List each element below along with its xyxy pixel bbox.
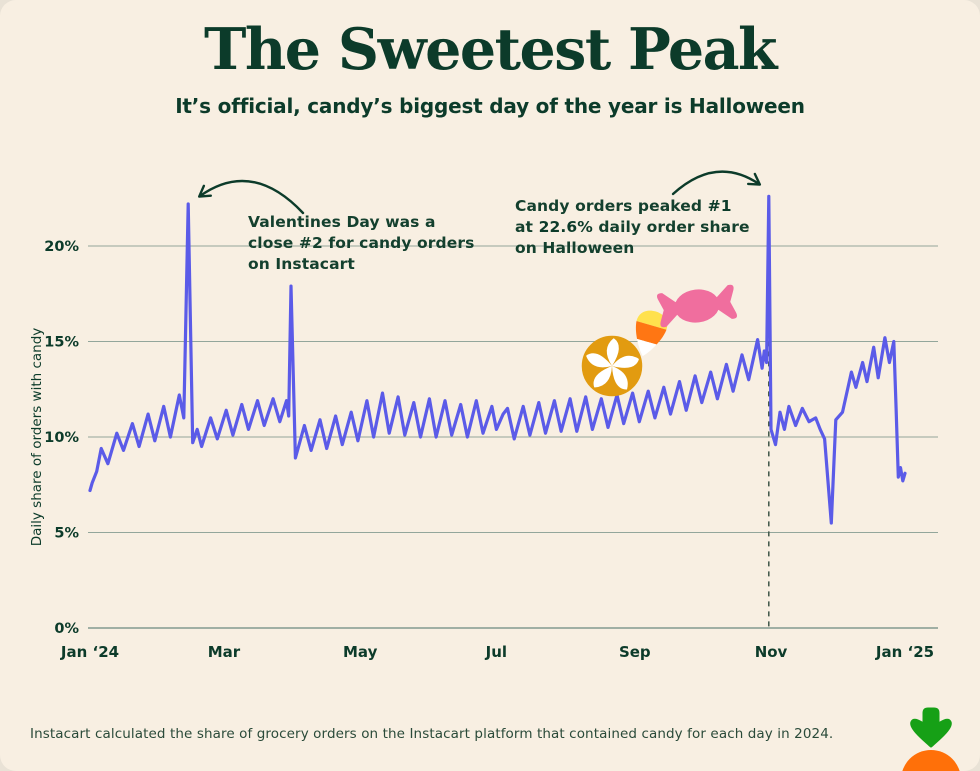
y-tick-label: 20% [44,239,79,255]
valentines-annotation-line: close #2 for candy orders [248,234,475,252]
x-tick-label: Nov [755,643,788,661]
valentines-arrow-icon [197,179,305,215]
halloween-annotation: Candy orders peaked #1 at 22.6% daily or… [515,196,750,259]
y-tick-label: 10% [44,430,79,446]
y-tick-label: 5% [54,526,79,542]
x-tick-label: May [343,643,378,661]
series-line [88,194,907,525]
y-tick-label: 0% [54,621,79,637]
x-tick-label: Mar [208,643,241,661]
wrapped-candy-icon [656,284,738,328]
carrot-leaf-arrow [910,707,952,748]
valentines-annotation-line: Valentines Day was a [248,213,436,231]
page-subtitle: It’s official, candy’s biggest day of th… [175,93,805,118]
x-tick-label: Jan ‘24 [60,643,119,661]
x-tick-label: Sep [619,643,651,661]
x-axis-tick-labels: Jan ‘24 Mar May Jul Sep Nov Jan ‘25 [60,643,934,661]
halloween-annotation-line: Candy orders peaked #1 [515,197,732,215]
methodology-note: Instacart calculated the share of grocer… [30,726,834,742]
halloween-annotation-line: on Halloween [515,239,635,257]
valentines-annotation: Valentines Day was a close #2 for candy … [248,212,474,275]
halloween-annotation-line: at 22.6% daily order share [515,218,750,236]
x-tick-label: Jan ‘25 [875,643,934,661]
page-title: The Sweetest Peak [203,16,778,83]
halloween-arrow-icon [671,170,762,196]
instacart-logo-icon [902,707,960,771]
y-axis-title: Daily share of orders with candy [29,328,45,547]
peppermint-candy-icon [581,335,643,397]
valentines-annotation-line: on Instacart [248,255,355,273]
x-tick-label: Jul [485,643,507,661]
candy-share-line [88,194,907,525]
y-tick-label: 15% [44,335,79,351]
y-axis-tick-labels: 0% 5% 10% 15% 20% [44,239,79,637]
carrot-body [902,750,960,771]
